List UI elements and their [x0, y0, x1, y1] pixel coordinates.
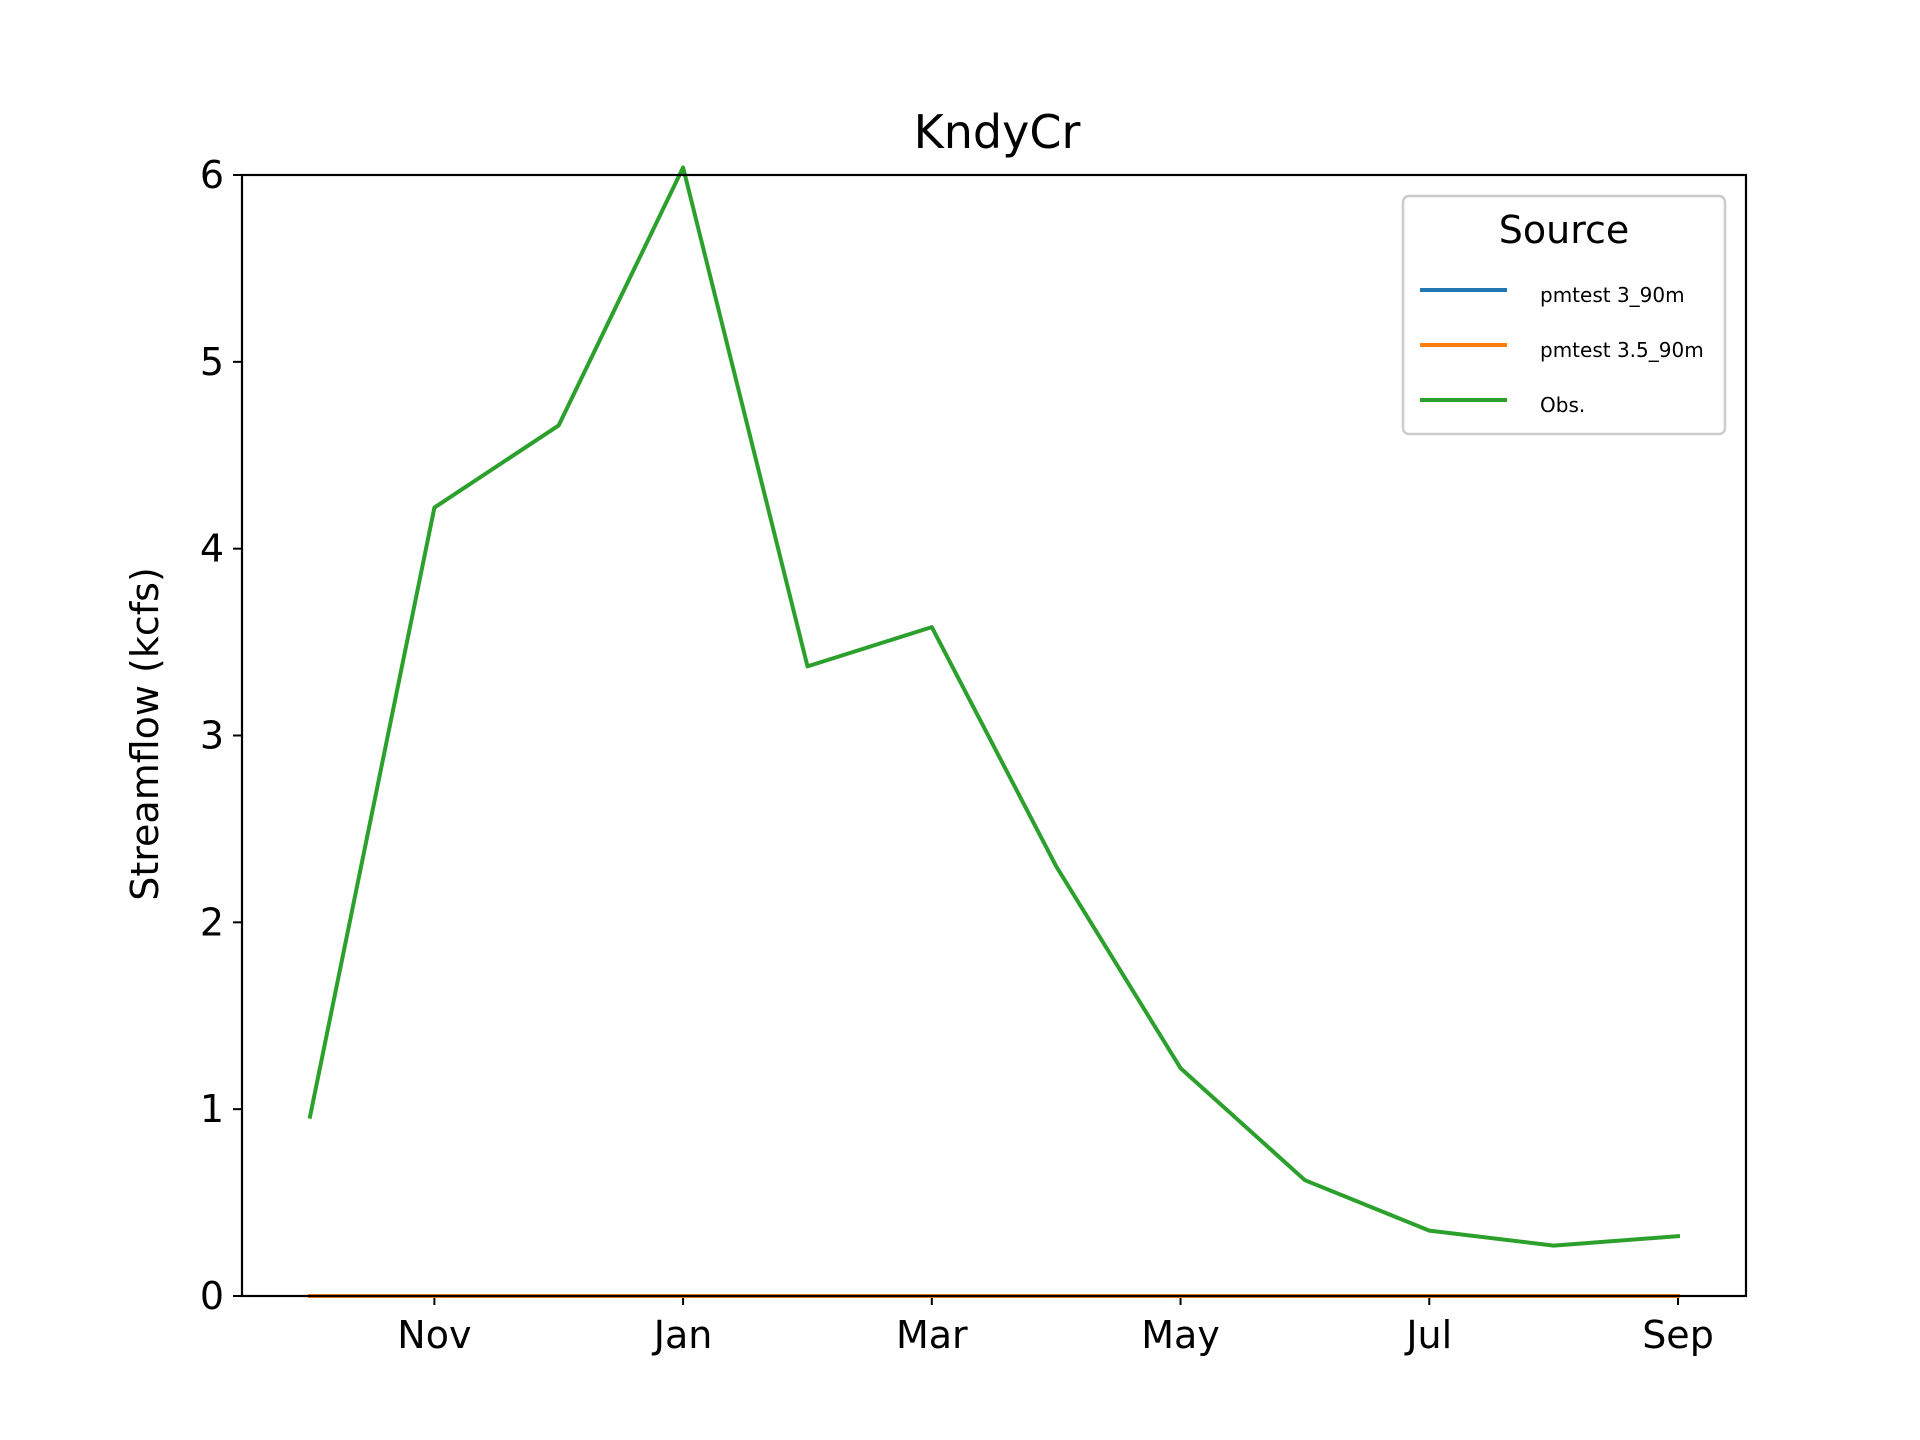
x-axis-ticks: Nov Jan Mar May Jul Sep: [397, 1296, 1714, 1357]
legend-label: pmtest 3.5_90m: [1540, 338, 1704, 362]
legend-label: Obs.: [1540, 393, 1585, 417]
x-tick-label: Jul: [1404, 1313, 1452, 1357]
y-tick-label: 5: [200, 340, 224, 384]
chart-title: KndyCr: [914, 105, 1081, 159]
x-tick-label: Sep: [1642, 1313, 1714, 1357]
legend-title: Source: [1499, 208, 1630, 252]
y-tick-label: 4: [200, 527, 224, 571]
y-tick-label: 1: [200, 1087, 224, 1131]
y-tick-label: 2: [200, 900, 224, 944]
y-axis-label: Streamflow (kcfs): [123, 567, 167, 901]
y-tick-label: 6: [200, 153, 224, 197]
legend-box: [1401, 194, 1727, 436]
x-tick-label: Mar: [896, 1313, 968, 1357]
y-axis-ticks: 0 1 2 3 4 5 6: [200, 153, 242, 1318]
legend-label: pmtest 3_90m: [1540, 283, 1685, 307]
series-line-2: [307, 165, 1681, 1248]
x-tick-label: Nov: [397, 1313, 471, 1357]
x-tick-label: Jan: [652, 1313, 713, 1357]
y-tick-label: 0: [200, 1274, 224, 1318]
y-tick-label: 3: [200, 714, 224, 758]
plot-frame: [240, 173, 1748, 1298]
x-tick-label: May: [1141, 1313, 1220, 1357]
